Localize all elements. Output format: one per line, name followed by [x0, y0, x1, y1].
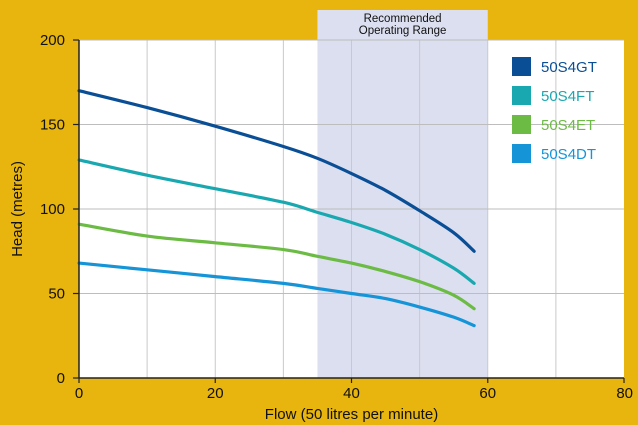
x-tick-label: 80 [616, 385, 633, 402]
x-tick-label: 20 [207, 385, 224, 402]
legend: 50S4GT 50S4FT 50S4ET 50S4DT [512, 57, 597, 163]
legend-label-50s4et: 50S4ET [541, 117, 595, 134]
x-tick-label: 60 [479, 385, 496, 402]
band-label-line1: Recommended [364, 13, 442, 25]
legend-label-50s4ft: 50S4FT [541, 88, 594, 105]
x-tick-label: 40 [343, 385, 360, 402]
series-line-50s4gt [77, 89, 476, 253]
y-tick-label: 200 [40, 32, 65, 49]
y-axis-title: Head (metres) [9, 161, 26, 257]
legend-swatch-50s4et [512, 115, 531, 134]
legend-swatch-50s4gt [512, 57, 531, 76]
series-layer [77, 89, 476, 328]
axis-layer: 0 50 100 150 200 0 20 40 60 80 Flow (50 litres per… [9, 32, 633, 423]
series-line-50s4dt [77, 261, 476, 328]
legend-swatch-50s4ft [512, 86, 531, 105]
legend-swatch-50s4dt [512, 144, 531, 163]
recommended-range-band [317, 10, 488, 378]
series-line-50s4ft [77, 158, 476, 285]
band-label-line2: Operating Range [359, 25, 447, 37]
series-line-50s4et [77, 222, 476, 311]
x-tick-label: 0 [75, 385, 83, 402]
legend-label-50s4gt: 50S4GT [541, 59, 597, 76]
y-tick-label: 50 [48, 286, 65, 303]
x-axis-title: Flow (50 litres per minute) [265, 406, 438, 423]
y-tick-label: 100 [40, 201, 65, 218]
y-tick-label: 0 [57, 370, 65, 387]
legend-label-50s4dt: 50S4DT [541, 146, 596, 163]
y-tick-label: 150 [40, 117, 65, 134]
grid-layer [79, 39, 624, 378]
